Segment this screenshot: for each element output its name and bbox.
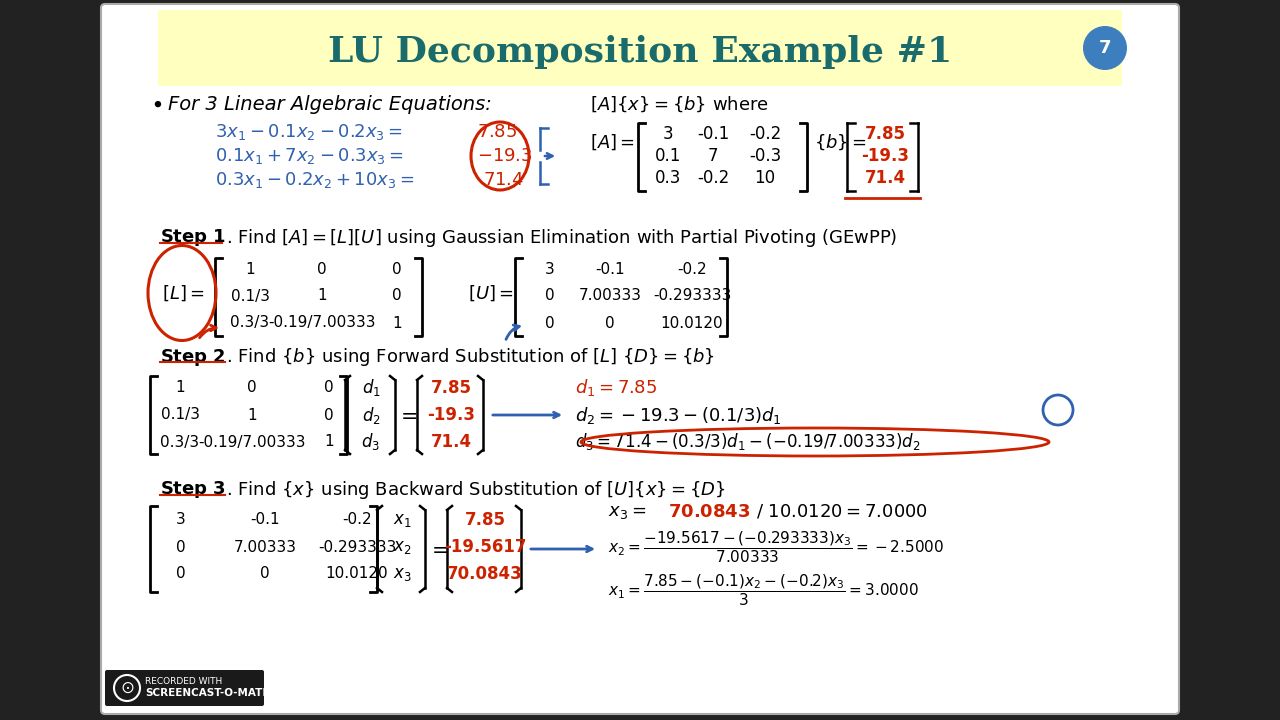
- Text: $d_3 = 71.4-(0.3/3)d_1-(-0.19/7.00333)d_2$: $d_3 = 71.4-(0.3/3)d_1-(-0.19/7.00333)d_…: [575, 431, 920, 452]
- Text: $/ \ 10.0120 = 7.0000$: $/ \ 10.0120 = 7.0000$: [756, 503, 928, 521]
- Text: $d_2$: $d_2$: [361, 405, 380, 426]
- Text: 7.00333: 7.00333: [233, 539, 297, 554]
- Text: $x_1 = \dfrac{7.85-(-0.1)x_2-(-0.2)x_3}{3} = 3.0000$: $x_1 = \dfrac{7.85-(-0.1)x_2-(-0.2)x_3}{…: [608, 572, 919, 608]
- Text: $[U]=$: $[U]=$: [468, 283, 513, 303]
- Text: -19.3: -19.3: [428, 406, 475, 424]
- Text: 0.1: 0.1: [655, 147, 681, 165]
- Text: 0.3/3: 0.3/3: [230, 315, 270, 330]
- Text: $d_1 = 7.85$: $d_1 = 7.85$: [575, 377, 657, 398]
- Text: 71.4: 71.4: [430, 433, 471, 451]
- Text: 7.85: 7.85: [465, 511, 506, 529]
- Text: $x_1$: $x_1$: [393, 511, 411, 529]
- Text: $d_2 = -19.3 - (0.1/3)d_1$: $d_2 = -19.3 - (0.1/3)d_1$: [575, 405, 782, 426]
- Text: -0.2: -0.2: [677, 261, 707, 276]
- Text: 1: 1: [324, 434, 334, 449]
- Text: RECORDED WITH: RECORDED WITH: [145, 677, 223, 685]
- Text: -19.3: -19.3: [861, 147, 909, 165]
- Text: $-19.3$: $-19.3$: [477, 147, 532, 165]
- Text: $7.85$: $7.85$: [477, 123, 517, 141]
- Text: 7: 7: [708, 147, 718, 165]
- Text: $x_2 = \dfrac{-19.5617-(-0.293333)x_3}{7.00333}=-2.5000$: $x_2 = \dfrac{-19.5617-(-0.293333)x_3}{7…: [608, 529, 945, 565]
- Text: -0.2: -0.2: [342, 513, 371, 528]
- Text: $[L]=$: $[L]=$: [163, 283, 205, 303]
- Text: $\{b\}=$: $\{b\}=$: [814, 132, 867, 152]
- Text: 0: 0: [260, 567, 270, 582]
- Text: $\mathbf{Step\ 3}$: $\mathbf{Step\ 3}$: [160, 480, 225, 500]
- Text: $0.1x_1 + 7x_2 - 0.3x_3 =$: $0.1x_1 + 7x_2 - 0.3x_3 =$: [215, 146, 404, 166]
- Text: -0.3: -0.3: [749, 147, 781, 165]
- Text: 0: 0: [177, 567, 186, 582]
- Text: . Find $[A] = [L][U]$ using Gaussian Elimination with Partial Pivoting (GEwPP): . Find $[A] = [L][U]$ using Gaussian Eli…: [227, 227, 897, 249]
- Text: -0.1: -0.1: [595, 261, 625, 276]
- Text: -0.19/7.00333: -0.19/7.00333: [198, 434, 306, 449]
- Text: -0.1: -0.1: [696, 125, 730, 143]
- Text: 3: 3: [545, 261, 554, 276]
- Text: 0: 0: [545, 315, 554, 330]
- Text: 7: 7: [1098, 39, 1111, 57]
- Text: $[A]=$: $[A]=$: [590, 132, 635, 152]
- Circle shape: [114, 675, 140, 701]
- Text: $x_3 = $: $x_3 = $: [608, 503, 646, 521]
- Text: $0.3x_1 - 0.2x_2 + 10x_3 =$: $0.3x_1 - 0.2x_2 + 10x_3 =$: [215, 170, 415, 190]
- Text: 0.3/3: 0.3/3: [160, 434, 200, 449]
- Text: $\bullet$: $\bullet$: [150, 94, 163, 114]
- Text: $\odot$: $\odot$: [120, 679, 134, 697]
- Text: -0.2: -0.2: [749, 125, 781, 143]
- Text: 1: 1: [246, 261, 255, 276]
- Text: LU Decomposition Example #1: LU Decomposition Example #1: [328, 35, 952, 69]
- Text: 0: 0: [605, 315, 614, 330]
- Text: $d_1$: $d_1$: [361, 377, 380, 398]
- Text: -0.1: -0.1: [250, 513, 280, 528]
- Text: 0: 0: [177, 539, 186, 554]
- Text: $\mathbf{Step\ 2}$: $\mathbf{Step\ 2}$: [160, 346, 225, 367]
- Text: $d_3$: $d_3$: [361, 431, 380, 452]
- Text: For 3 Linear Algebraic Equations:: For 3 Linear Algebraic Equations:: [168, 94, 492, 114]
- Text: $[A]\{x\} = \{b\}$ where: $[A]\{x\} = \{b\}$ where: [590, 94, 769, 114]
- Text: $=$: $=$: [428, 539, 449, 559]
- Text: -0.2: -0.2: [696, 169, 730, 187]
- Text: . Find $\{b\}$ using Forward Substitution of $[L]\ \{D\}= \{b\}$: . Find $\{b\}$ using Forward Substitutio…: [227, 346, 716, 368]
- Text: 1: 1: [392, 315, 402, 330]
- Text: 3: 3: [177, 513, 186, 528]
- Text: 0.1/3: 0.1/3: [160, 408, 200, 423]
- Text: 0.1/3: 0.1/3: [230, 289, 270, 304]
- Text: 0: 0: [247, 380, 257, 395]
- Text: 0: 0: [545, 289, 554, 304]
- Text: 71.4: 71.4: [864, 169, 905, 187]
- Text: 0.3: 0.3: [655, 169, 681, 187]
- Text: 0: 0: [324, 380, 334, 395]
- Text: 0: 0: [392, 261, 402, 276]
- FancyBboxPatch shape: [105, 670, 264, 706]
- Text: 7.85: 7.85: [430, 379, 471, 397]
- Text: 10: 10: [754, 169, 776, 187]
- Text: 3: 3: [663, 125, 673, 143]
- Text: 0: 0: [317, 261, 326, 276]
- Text: $x_2$: $x_2$: [393, 538, 411, 556]
- Text: $=$: $=$: [397, 405, 417, 425]
- Text: $x_3$: $x_3$: [393, 565, 411, 583]
- Text: 0: 0: [392, 289, 402, 304]
- Text: -0.19/7.00333: -0.19/7.00333: [269, 315, 376, 330]
- FancyBboxPatch shape: [101, 4, 1179, 714]
- Text: 70.0843: 70.0843: [447, 565, 522, 583]
- Text: 10.0120: 10.0120: [325, 567, 388, 582]
- Text: 10.0120: 10.0120: [660, 315, 723, 330]
- FancyBboxPatch shape: [157, 10, 1123, 86]
- Text: -19.5617: -19.5617: [444, 538, 526, 556]
- Circle shape: [1083, 26, 1126, 70]
- Text: 7.85: 7.85: [864, 125, 905, 143]
- Text: $\mathbf{Step\ 1}$: $\mathbf{Step\ 1}$: [160, 228, 225, 248]
- Text: $71.4$: $71.4$: [483, 171, 524, 189]
- Text: SCREENCAST-O-MATIC: SCREENCAST-O-MATIC: [145, 688, 274, 698]
- Text: . Find $\{x\}$ using Backward Substitution of $[U]\{x\} = \{D\}$: . Find $\{x\}$ using Backward Substituti…: [227, 479, 726, 501]
- Text: $3x_1 - 0.1x_2 - 0.2x_3 =$: $3x_1 - 0.1x_2 - 0.2x_3 =$: [215, 122, 403, 142]
- Text: 1: 1: [317, 289, 326, 304]
- Text: -0.293333: -0.293333: [317, 539, 397, 554]
- Text: 1: 1: [247, 408, 257, 423]
- Text: $\mathbf{70.0843}$: $\mathbf{70.0843}$: [668, 503, 750, 521]
- Text: 0: 0: [324, 408, 334, 423]
- Text: 7.00333: 7.00333: [579, 289, 641, 304]
- Text: 1: 1: [175, 380, 184, 395]
- Text: -0.293333: -0.293333: [653, 289, 731, 304]
